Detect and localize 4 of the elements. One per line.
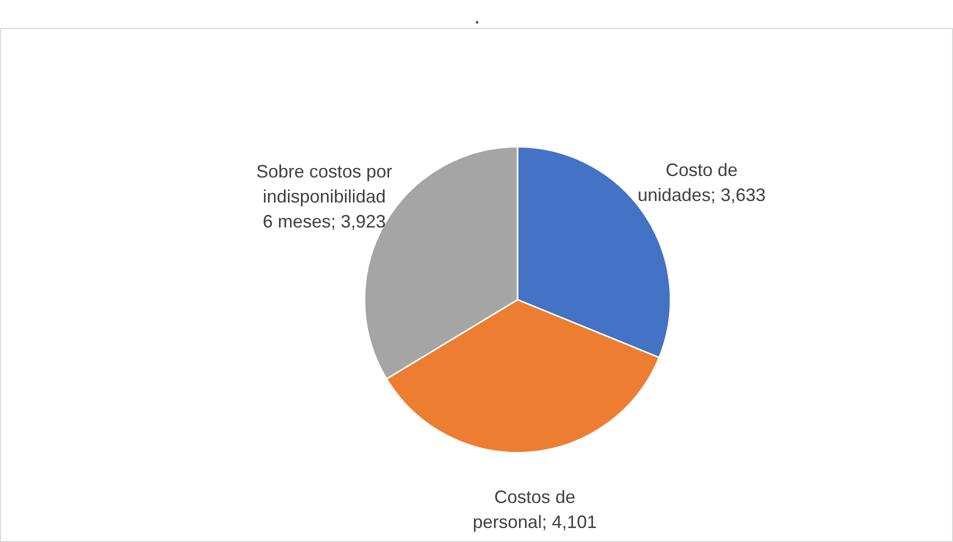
chart-title: . (474, 4, 480, 28)
slice-label: Costos de personal; 4,101 (472, 486, 597, 532)
slice-label: Sobre costos por indisponibilidad 6 meses; 3,923 (256, 161, 392, 232)
slice-label: Costo de unidades; 3,633 (638, 160, 766, 205)
